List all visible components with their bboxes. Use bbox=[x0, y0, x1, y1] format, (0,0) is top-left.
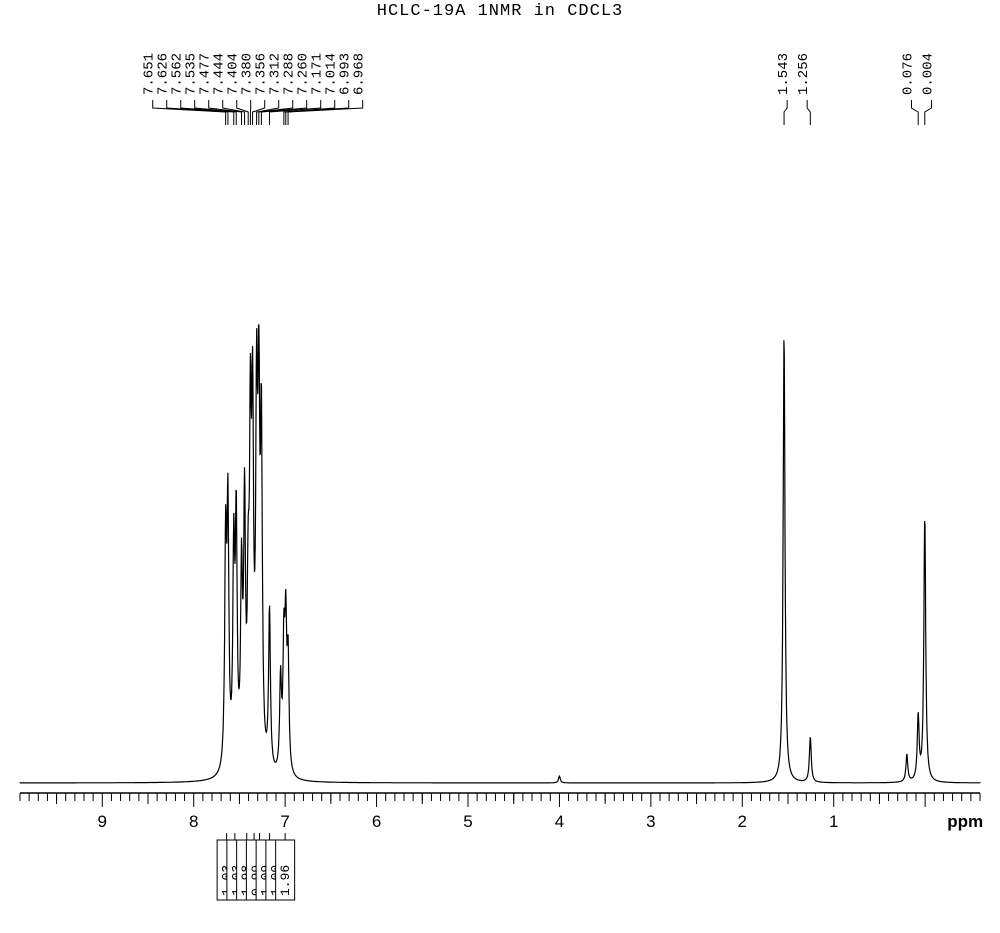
peak-ppm-label: 0.076 bbox=[900, 53, 916, 95]
axis-tick-label: 1 bbox=[829, 812, 838, 831]
chart-title: HCLC-19A 1NMR in CDCL3 bbox=[0, 2, 1000, 21]
peak-label-bracket bbox=[288, 100, 363, 125]
axis-tick-label: 6 bbox=[372, 812, 381, 831]
axis-tick-label: 2 bbox=[738, 812, 747, 831]
axis-tick-label: 9 bbox=[98, 812, 107, 831]
axis-tick-label: 5 bbox=[463, 812, 472, 831]
axis-tick-label: 4 bbox=[555, 812, 564, 831]
x-axis: 9 8 7 6 5 4 3 2 1 ppm bbox=[20, 793, 983, 831]
peak-ppm-label: 0.004 bbox=[920, 53, 936, 95]
peak-ppm-label: 1.543 bbox=[776, 53, 792, 95]
peak-label-bracket bbox=[807, 100, 810, 125]
axis-tick-label: 3 bbox=[646, 812, 655, 831]
axis-unit-label: ppm bbox=[947, 812, 983, 831]
spectrum-trace bbox=[20, 325, 980, 783]
peak-ppm-label: 6.968 bbox=[352, 53, 368, 95]
peak-label-bracket bbox=[167, 100, 228, 125]
axis-tick-label: 7 bbox=[280, 812, 289, 831]
peak-label-bracket bbox=[257, 100, 279, 125]
peak-label-bracket bbox=[286, 100, 349, 125]
nmr-spectrum: 987654321ppm7.6517.6267.5627.5357.4777.4… bbox=[0, 0, 1000, 933]
peak-label-bracket bbox=[270, 100, 321, 125]
peak-label-bracket bbox=[237, 100, 248, 125]
integral-value: 1.96 bbox=[278, 865, 293, 896]
peak-ppm-label: 1.256 bbox=[796, 53, 812, 95]
peak-label-bracket bbox=[925, 100, 932, 125]
peak-label-bracket bbox=[784, 100, 787, 125]
peak-label-bracket bbox=[153, 100, 226, 125]
peak-label-bracket bbox=[284, 100, 335, 125]
nmr-page: HCLC-19A 1NMR in CDCL3 987654321ppm7.651… bbox=[0, 0, 1000, 933]
peak-label-bracket bbox=[195, 100, 237, 125]
axis-tick-label: 8 bbox=[189, 812, 198, 831]
peak-label-bracket bbox=[911, 100, 918, 125]
